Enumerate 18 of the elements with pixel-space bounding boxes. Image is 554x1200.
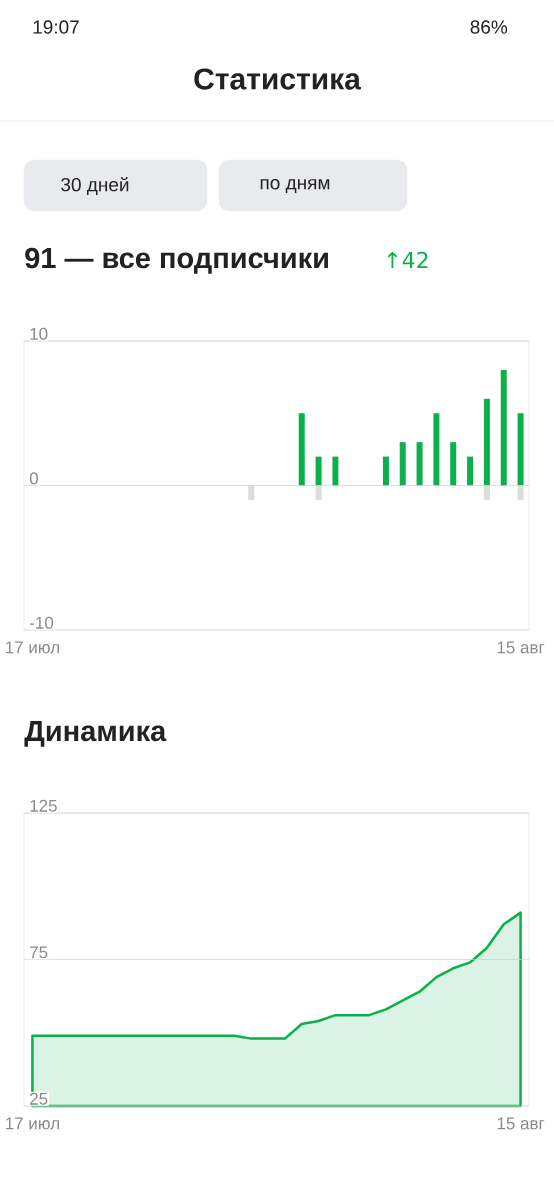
text: 30 дней — [61, 177, 129, 195]
text: Статистика — [194, 68, 362, 90]
x-tick-label: 15 авг — [497, 1117, 545, 1130]
y-tick-label: 0 — [29, 472, 38, 485]
y-tick-label: -10 — [29, 616, 54, 629]
y-tick-label: 10 — [30, 327, 48, 340]
chart-title: 91 — все подписчики — [25, 247, 328, 274]
chart-subtitle: ↑42 — [387, 251, 428, 269]
x-tick-label: 17 июл — [6, 1117, 59, 1130]
x-tick-label: 17 июл — [6, 641, 59, 654]
chart-title: Динамика — [24, 721, 167, 747]
text: 86% — [470, 20, 508, 34]
y-tick-label: 25 — [30, 1092, 48, 1105]
text: 19:07 — [33, 20, 79, 34]
text: по дням — [260, 179, 330, 194]
x-tick-label: 15 авг — [497, 641, 545, 654]
y-tick-label: 125 — [30, 799, 57, 812]
y-tick-label: 75 — [30, 946, 48, 959]
